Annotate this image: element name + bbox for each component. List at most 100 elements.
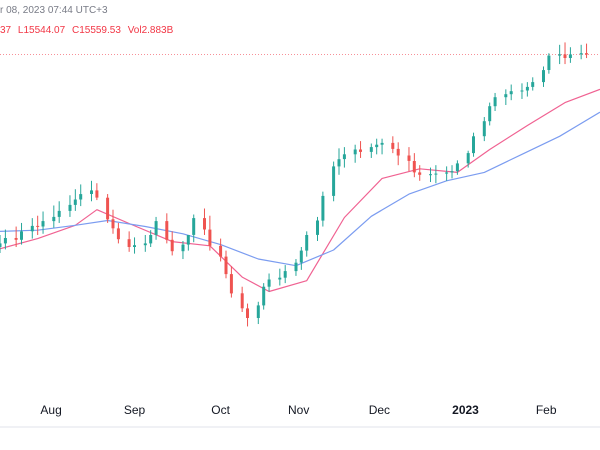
candle-body — [14, 238, 18, 240]
candle-down — [106, 194, 110, 223]
candle-body — [208, 229, 212, 246]
candle-up — [321, 191, 325, 227]
candle-body — [369, 147, 373, 152]
candle-body — [90, 190, 93, 194]
candle-body — [79, 194, 83, 200]
candle-up — [143, 234, 147, 252]
candle-body — [224, 256, 228, 275]
candle-down — [224, 250, 228, 279]
candle-body — [450, 171, 454, 173]
candle-body — [20, 231, 23, 240]
candle-up — [149, 230, 153, 248]
candle-up — [299, 247, 303, 270]
candle-down — [246, 303, 249, 327]
candle-body — [116, 228, 120, 240]
ohlc-values: 37 L15544.07 C15559.53 Vol2.883B — [0, 20, 173, 42]
candle-up — [375, 138, 379, 155]
candle-body — [305, 235, 309, 251]
candle-body — [504, 94, 508, 98]
candle-up — [380, 138, 384, 155]
candle-body — [73, 199, 77, 205]
candle-down — [116, 222, 120, 244]
candle-body — [149, 235, 153, 244]
candle-body — [466, 153, 470, 164]
candle-down — [240, 286, 244, 312]
candle-up — [525, 82, 529, 97]
candle-body — [396, 148, 400, 156]
candle-up — [542, 66, 545, 87]
candle-up — [445, 166, 449, 181]
candle-body — [106, 197, 110, 220]
candle-up — [305, 231, 309, 257]
x-tick-label: Aug — [40, 403, 61, 417]
candle-body — [482, 121, 486, 137]
candle-up — [90, 180, 93, 202]
legend-close: C15559.53 — [71, 25, 121, 36]
candle-up — [369, 143, 373, 158]
candle-body — [520, 90, 524, 92]
candle-down — [208, 215, 212, 251]
candle-up — [79, 184, 83, 207]
candle-down — [14, 226, 18, 248]
candle-down — [36, 215, 40, 235]
candle-up — [154, 216, 158, 240]
candle-up — [488, 102, 492, 126]
candle-body — [127, 239, 131, 247]
legend-datetime: r 08, 2023 07:44 UTC+3 — [0, 5, 108, 16]
candle-body — [3, 238, 7, 244]
candle-down — [396, 142, 400, 166]
candle-body — [186, 235, 190, 245]
candle-up — [466, 150, 470, 168]
x-tick-label: Oct — [211, 403, 230, 417]
candle-down — [219, 238, 223, 262]
candle-body — [111, 219, 115, 229]
candle-down — [165, 213, 169, 244]
candle-body — [154, 221, 158, 235]
legend-low: L15544.07 — [17, 25, 66, 36]
candle-up — [353, 144, 357, 163]
candle-up — [133, 237, 136, 254]
candle-body — [391, 142, 395, 149]
candle-up — [558, 44, 562, 65]
x-tick-label: Sep — [124, 403, 146, 417]
candle-up — [192, 214, 196, 243]
candle-down — [407, 147, 411, 172]
candle-up — [52, 205, 56, 228]
candle-body — [267, 279, 271, 287]
candle-up — [0, 234, 2, 254]
candle-up — [57, 201, 61, 223]
time-axis: Aug Sep Oct Nov Dec 2023 Feb — [40, 403, 556, 417]
candle-body — [0, 243, 2, 247]
candle-up — [3, 229, 7, 250]
slow-moving-average-line — [0, 111, 600, 267]
candle-body — [316, 220, 319, 235]
candle-up — [509, 84, 513, 101]
candle-up — [186, 234, 190, 251]
candle-up — [429, 167, 432, 183]
candle-body — [568, 54, 572, 58]
candle-up — [342, 147, 346, 168]
x-tick-label-year: 2023 — [452, 403, 479, 417]
candle-down — [359, 141, 362, 158]
candle-body — [412, 161, 416, 173]
candle-body — [165, 221, 169, 240]
candle-body — [68, 204, 72, 211]
candle-body — [418, 172, 422, 175]
candle-body — [445, 172, 449, 174]
candle-down — [127, 231, 131, 252]
candle-body — [57, 210, 61, 217]
candle-body — [493, 97, 497, 107]
candle-body — [240, 293, 244, 309]
candle-body — [203, 218, 206, 230]
candle-down — [563, 42, 567, 65]
candle-down — [585, 43, 588, 59]
candle-up — [520, 83, 524, 99]
candle-body — [342, 154, 346, 160]
candle-up — [472, 132, 475, 157]
candle-up — [68, 195, 72, 217]
candle-body — [558, 54, 562, 56]
candle-body — [278, 277, 282, 280]
candle-body — [30, 225, 34, 232]
